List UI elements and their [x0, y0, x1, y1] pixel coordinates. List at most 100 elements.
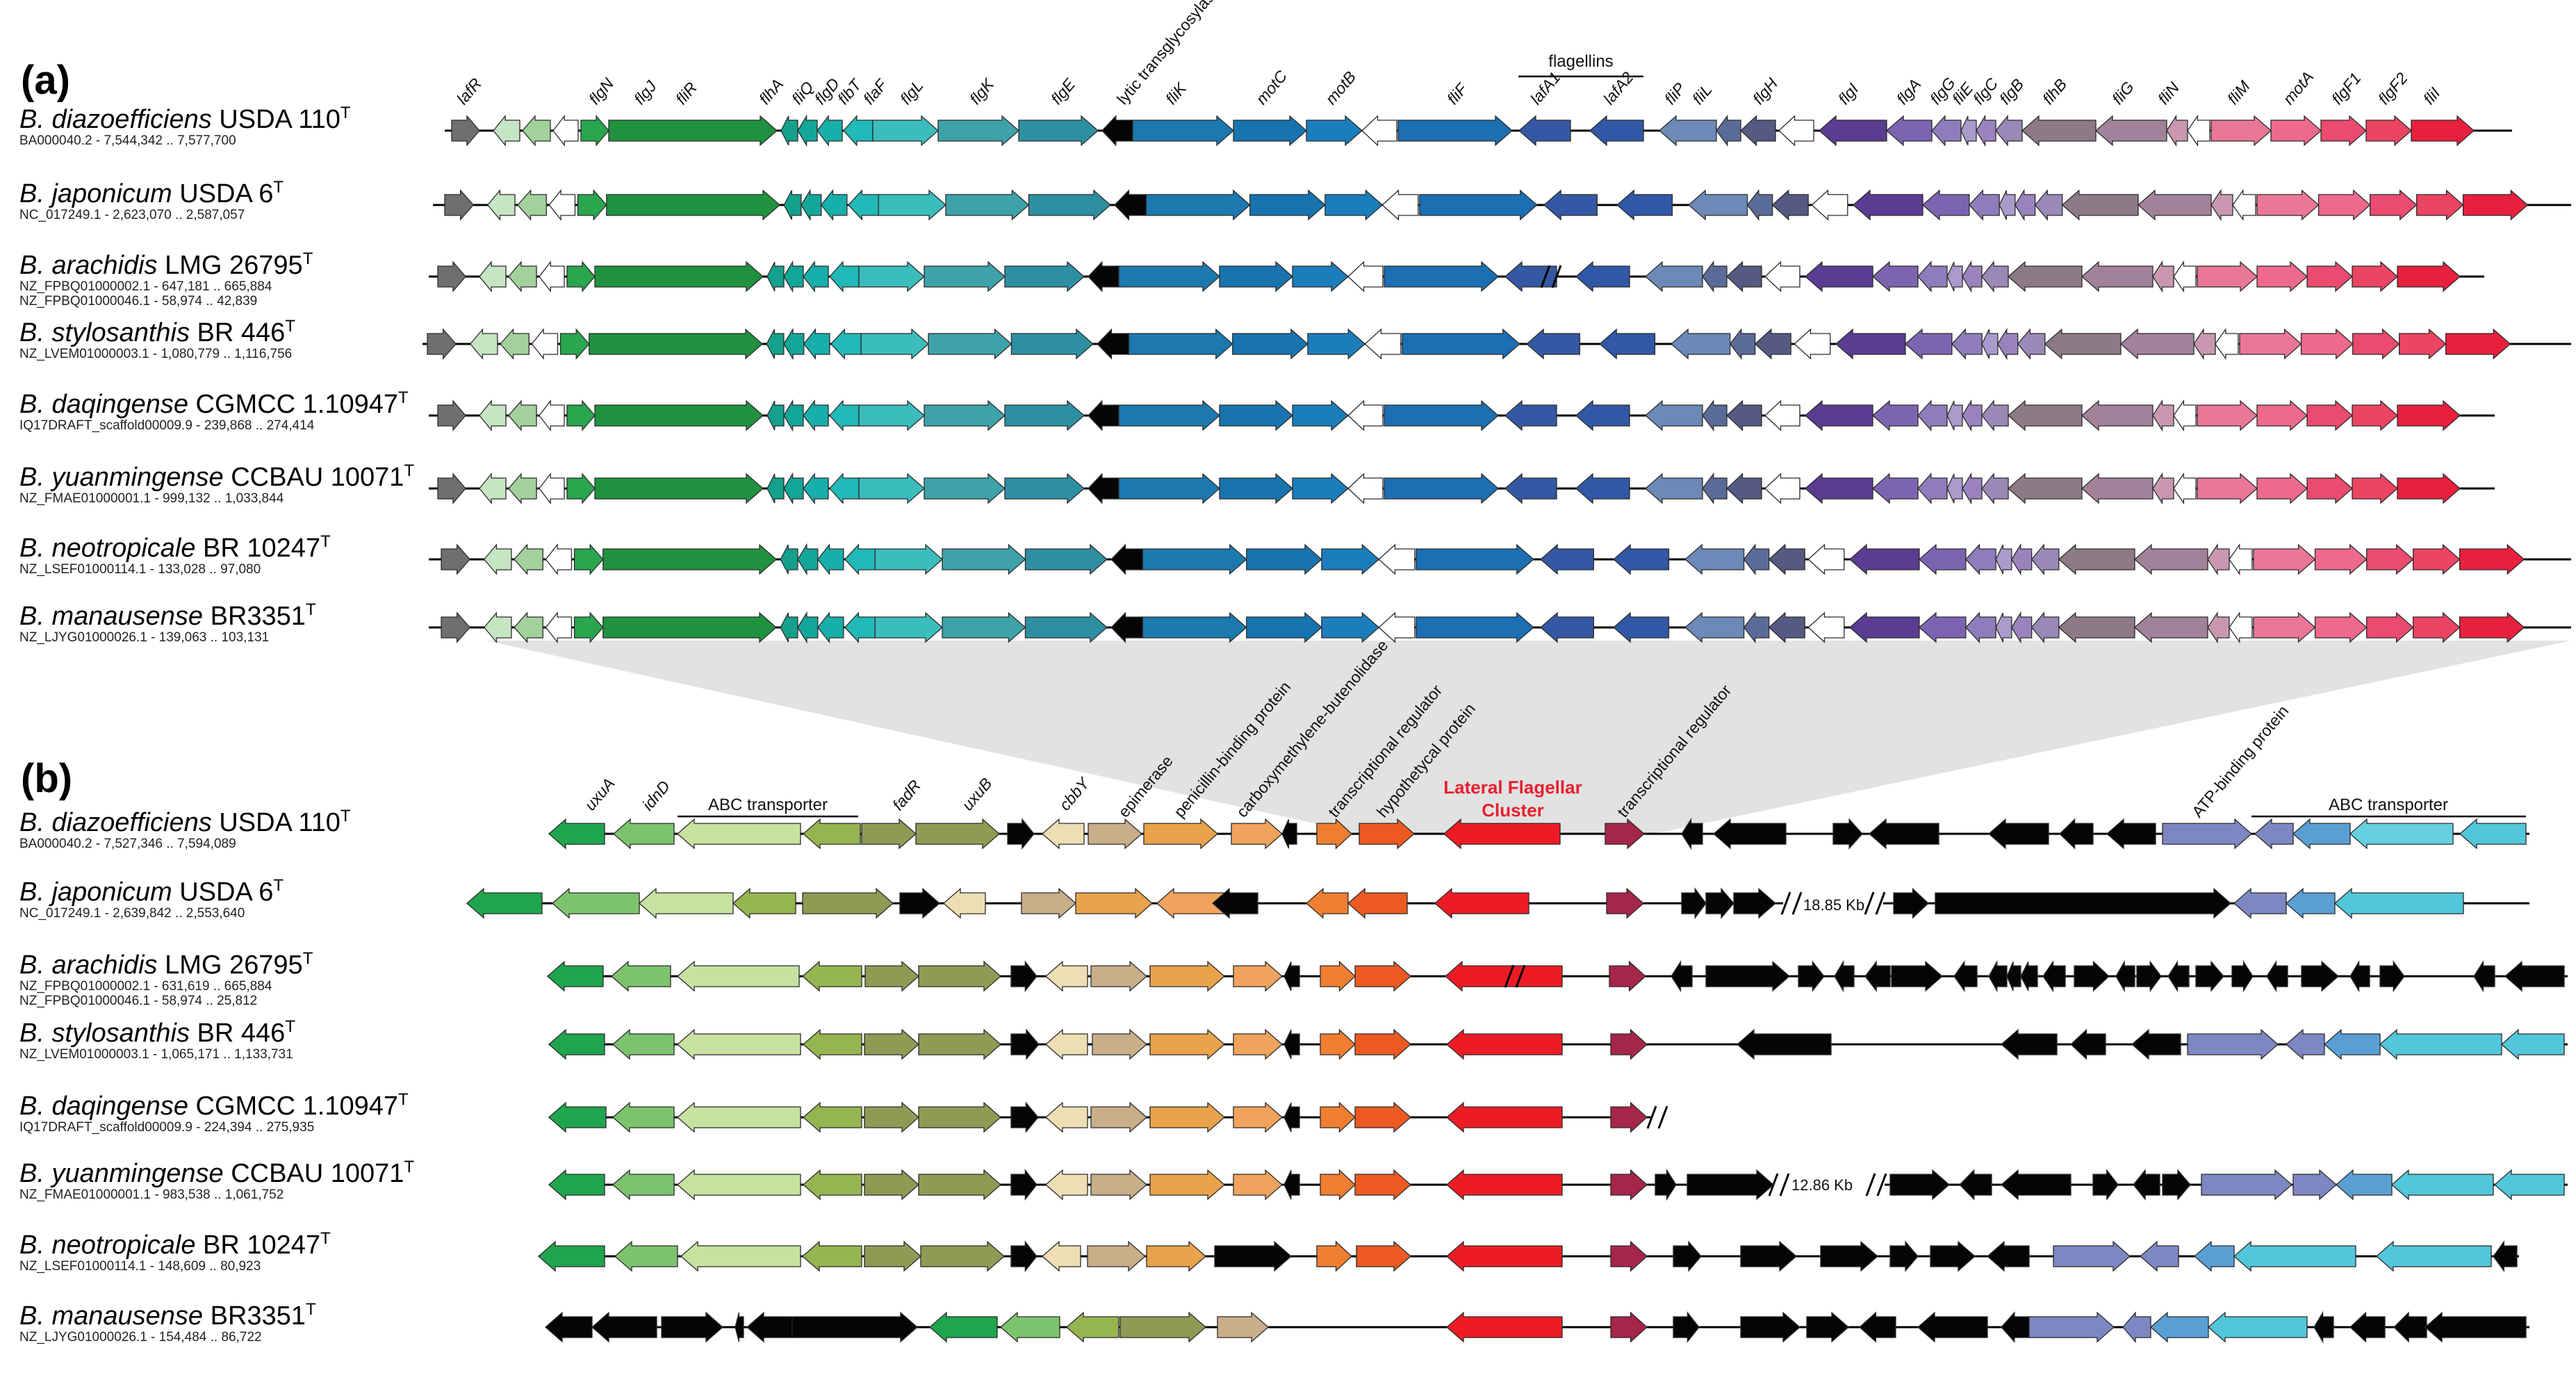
gene-arrow: [611, 960, 671, 992]
gene-arrow-flbT: [803, 472, 829, 504]
gene-arrow: [1681, 887, 1707, 919]
flagellins-label: flagellins: [1548, 52, 1613, 71]
panel-b-track-row: [538, 1240, 2519, 1272]
gene-arrow: [548, 818, 605, 850]
gene-arrow: [1212, 887, 1258, 919]
gene-arrow-fliN: [2166, 114, 2188, 147]
gene-label-flgL: flgL: [896, 76, 927, 108]
gene-arrow-flgK: [942, 543, 1026, 575]
gene-arrow: [1891, 960, 1943, 992]
gene-arrow: [1306, 887, 1349, 919]
gene-label-fliK: fliK: [1162, 79, 1191, 108]
gene-arrow-fliL: [1743, 543, 1770, 575]
gene-arrow-fliR: [573, 543, 604, 575]
gene-arrow-fliP: [1688, 189, 1748, 221]
panel-b-species-3: B. stylosanthis BR 446TNZ_LVEM01000003.1…: [19, 1017, 295, 1062]
gene-arrow-fliK: [1118, 472, 1220, 504]
gene-arrow-flgD: [801, 188, 822, 222]
gene-arrow-flhA: [602, 611, 778, 643]
gene-arrow-flhB: [2008, 400, 2083, 432]
gene-arrow: [802, 1240, 862, 1272]
panel-a-species-4: B. daqingense CGMCC 1.10947TIQ17DRAFT_sc…: [19, 388, 409, 433]
panel-a-track-row: [429, 543, 2571, 576]
gene-arrow: [1609, 960, 1646, 992]
gene-arrow: [1864, 960, 1891, 992]
gene-arrow: [1740, 1311, 1800, 1343]
gene-arrow-motA: [2314, 543, 2368, 575]
gene-arrow: [1610, 1101, 1648, 1133]
gene-arrow-flhA: [594, 261, 764, 293]
gene-arrow-motC: [1232, 328, 1308, 360]
gene-arrow: [2504, 960, 2565, 992]
gene-arrow: [920, 1240, 1005, 1272]
panel-b-species-5-accession: NZ_FMAE01000001.1 - 983,538 .. 1,061,752: [19, 1187, 284, 1202]
panel-a-species-4-accession: IQ17DRAFT_scaffold00009.9 - 239,868 .. 2…: [19, 418, 315, 433]
gene-arrow: [612, 1028, 675, 1060]
gene-arrow: [1859, 1311, 1896, 1343]
gene-arrow-lyt: [1101, 115, 1133, 147]
gene-arrow-flgG: [1969, 189, 2000, 221]
gene-arrow: [864, 960, 919, 992]
gene-arrow-flgN: [483, 611, 512, 643]
gene-arrow: [2313, 1310, 2334, 1344]
gene-arrow: [1320, 960, 1356, 992]
gene-arrow: [2349, 960, 2370, 993]
gene-arrow: [915, 818, 1000, 850]
panel-b-species-5-name: B. yuanmingense CCBAU 10071T: [19, 1158, 414, 1188]
gene-arrow-flgG: [1931, 115, 1962, 147]
gene-arrow-flgF1: [2306, 261, 2353, 293]
gene-arrow: [1446, 1311, 1563, 1343]
gene-arrow: [1446, 1240, 1563, 1272]
panel-b-species-7-name: B. manausense BR3351T: [19, 1300, 316, 1331]
panel-b: (b) ABC transporter ABC transporter Late…: [19, 636, 2568, 1345]
gene-arrow: [1316, 1240, 1352, 1272]
gene-arrow-fliK: [1132, 115, 1234, 147]
panel-a-track-row: [445, 114, 2512, 147]
lfc-label-line-2: Cluster: [1482, 800, 1544, 821]
gene-arrow: [1798, 960, 1825, 992]
gene-arrow: [2020, 961, 2038, 992]
gene-arrow-fliI: [2397, 400, 2461, 432]
gene-arrow: [1143, 818, 1218, 850]
gene-arrow-flgC: [1962, 260, 1983, 293]
gene-arrow: [1356, 1240, 1411, 1272]
gene-arrow-motB: [1306, 115, 1363, 147]
gene-arrow-flgE: [1004, 261, 1085, 293]
gene-label-fliI: fliI: [2420, 83, 2444, 108]
gene-arrow: [802, 960, 862, 992]
panel-b-track-row: [548, 1028, 2568, 1060]
gene-arrow-flbT: [817, 115, 843, 147]
gene-arrow-flgL: [874, 543, 943, 575]
gene-arrow-flgE: [1004, 472, 1085, 504]
gene-arrow-flgG: [1965, 611, 1996, 643]
gene-arrow-fliM: [2197, 400, 2258, 432]
gene-arrow-flbT: [817, 543, 844, 575]
gene-label-flgB: flgB: [1996, 75, 2027, 108]
panel-a-species-3-name: B. stylosanthis BR 446T: [19, 317, 295, 347]
gene-label-lafA1: lafA1: [1527, 68, 1564, 108]
gene-arrow-motB: [1292, 261, 1349, 293]
gene-arrow-flgI: [1835, 328, 1906, 360]
gene-arrow-lafR: [444, 189, 475, 221]
panel-b-species-2-accession: NZ_FPBQ01000002.1 - 631,619 .. 665,884: [19, 979, 272, 994]
gene-arrow-flgL: [874, 611, 943, 643]
gene-arrow: [791, 1311, 918, 1343]
gene-arrow-flhB: [2021, 115, 2097, 147]
gene-arrow-flgI: [1805, 400, 1873, 432]
gene-arrow: [1354, 1169, 1411, 1201]
gene-arrow-flgH: [1726, 261, 1762, 293]
gene-arrow-flgH: [1771, 189, 1809, 221]
gene-arrow-w4: [2173, 472, 2197, 505]
gene-arrow: [732, 887, 796, 919]
gene-arrow-fliG: [2095, 115, 2167, 147]
gene-arrow: [1214, 1240, 1292, 1272]
gene-arrow: [2187, 1028, 2279, 1060]
gene-arrow-w2: [1347, 400, 1384, 432]
gene-arrow-flgI: [1805, 472, 1873, 504]
gene-label-fliL: fliL: [1689, 81, 1716, 108]
gene-arrow-lyt: [1088, 261, 1119, 293]
gene-arrow: [466, 887, 543, 919]
gene-arrow: [2233, 1240, 2356, 1272]
